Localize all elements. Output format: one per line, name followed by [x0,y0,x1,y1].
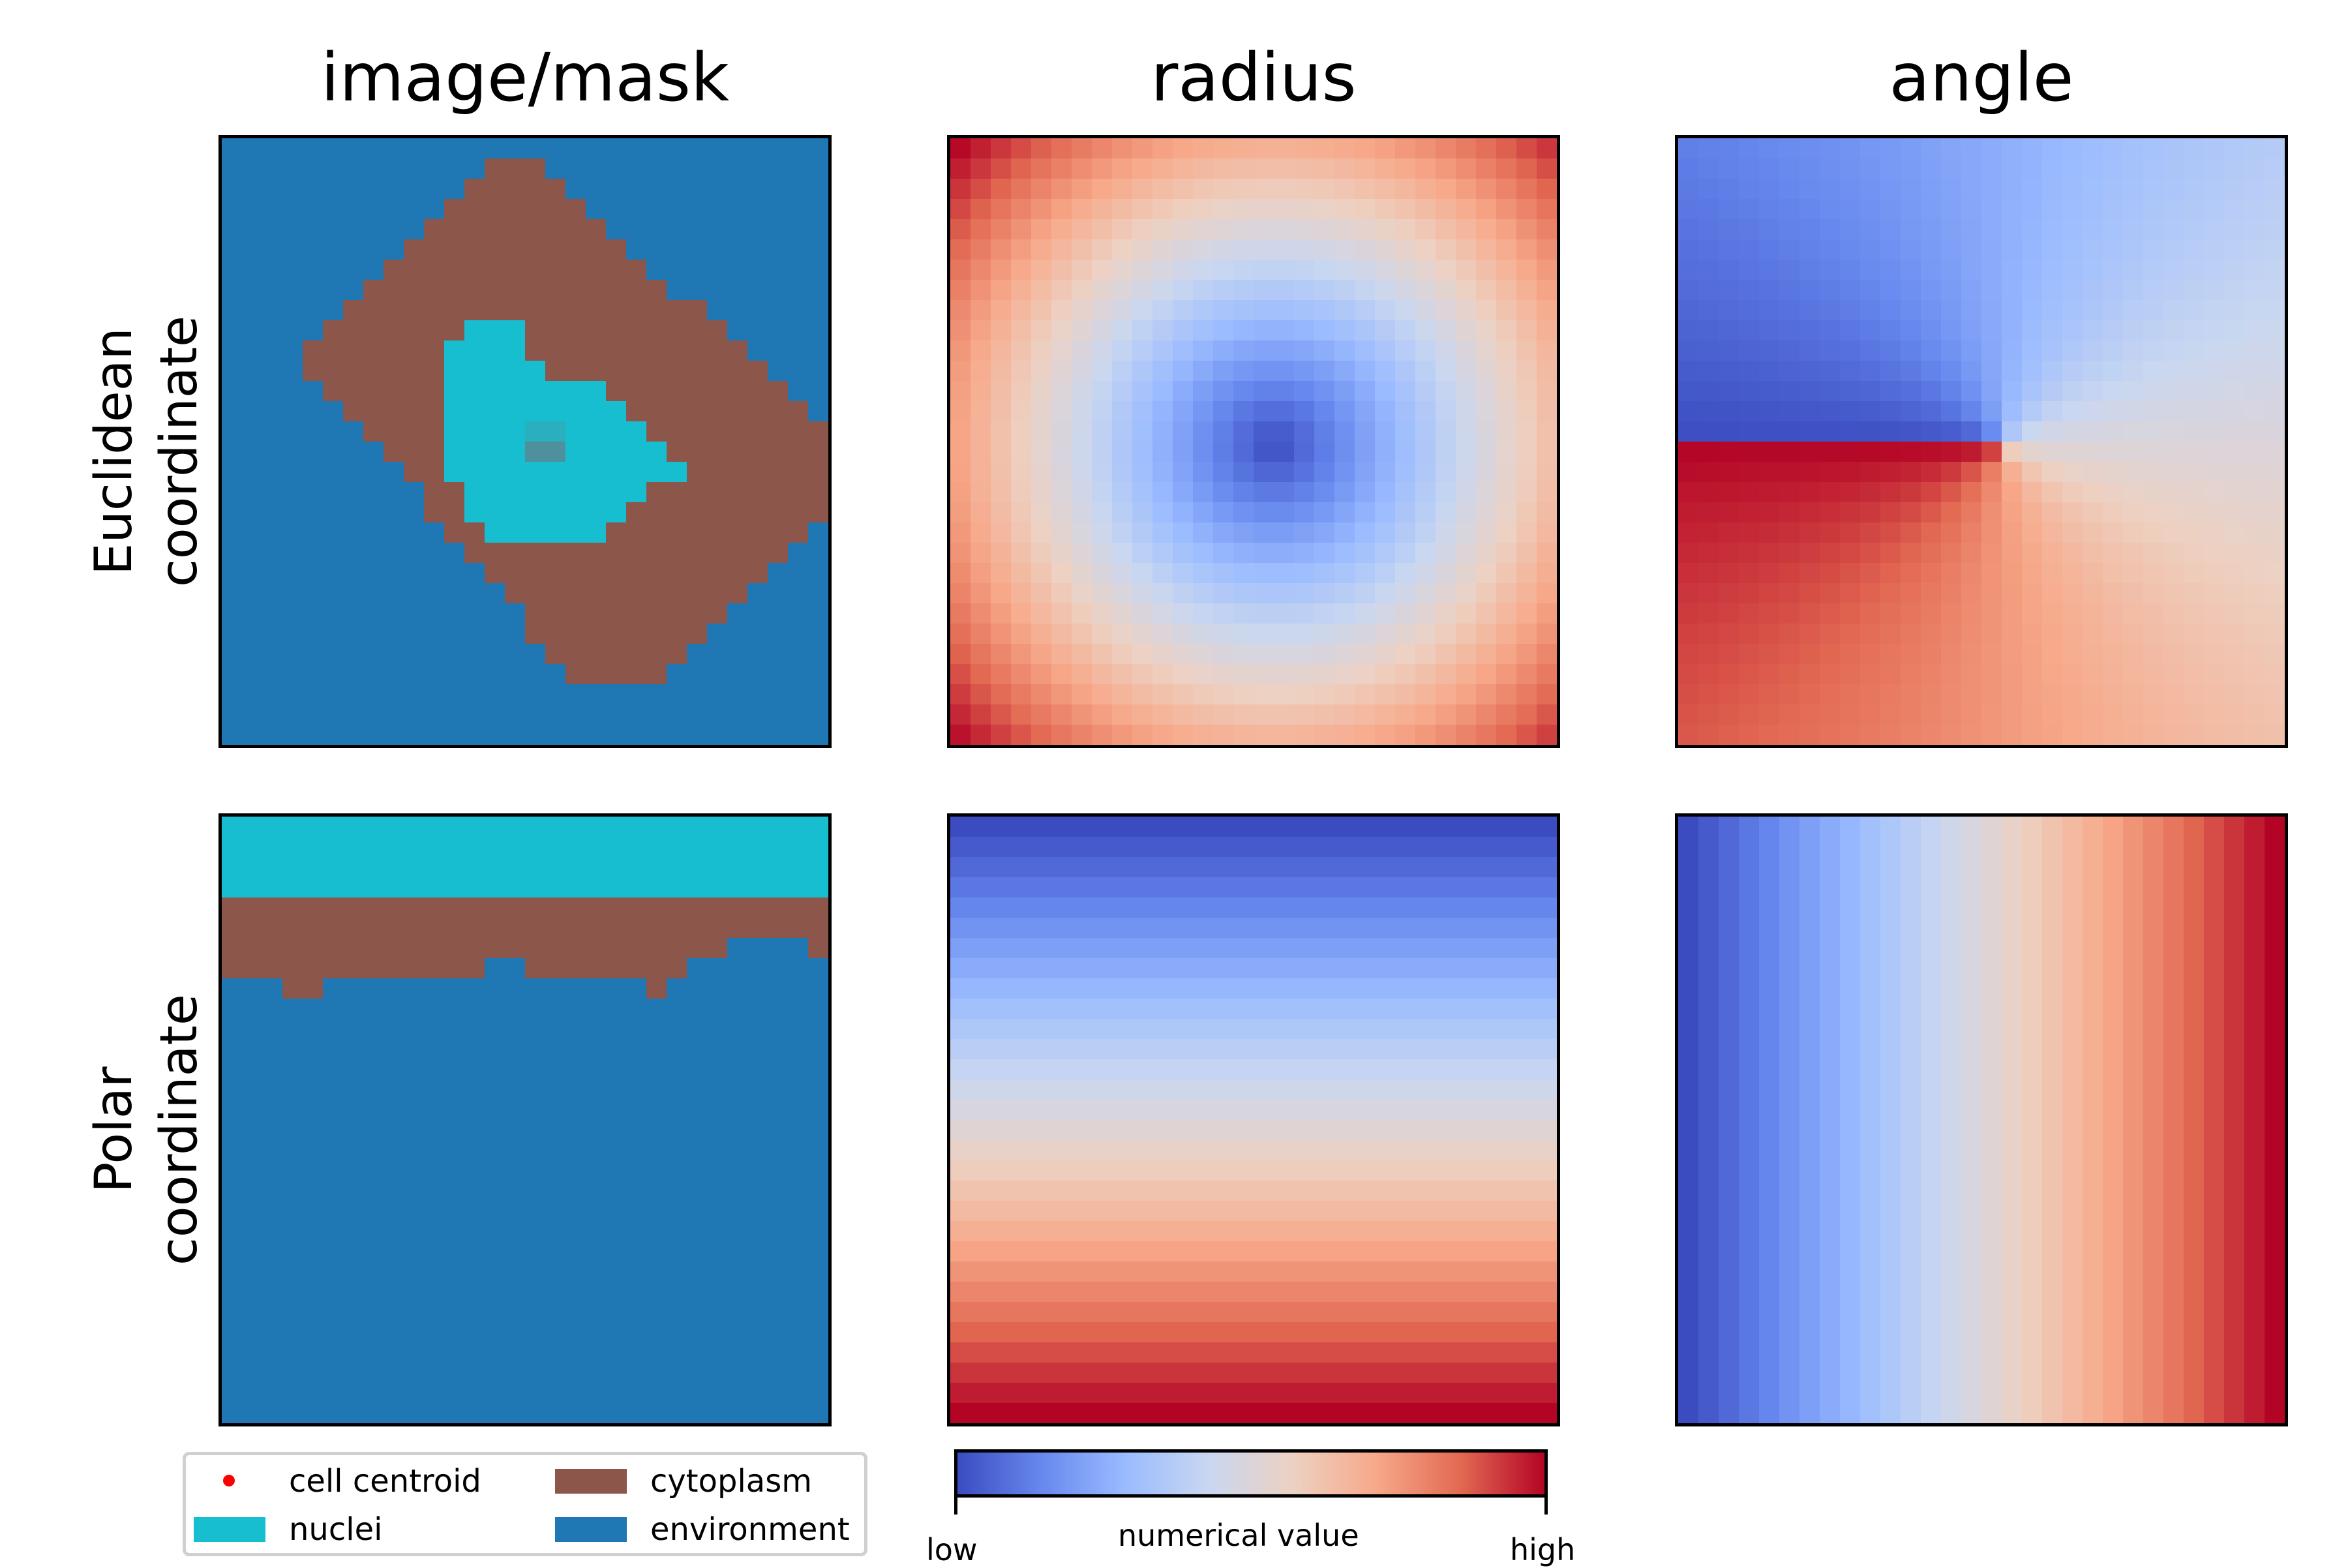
row-label-euclidean-line2: coordinate [150,316,209,588]
polar-angle-panel [1675,813,2288,1426]
euclidean-angle-panel [1675,135,2288,748]
colorbar-tick-low [954,1498,957,1515]
environment-swatch-icon [555,1517,627,1542]
legend: cell centroid nuclei cytoplasm environme… [183,1452,867,1556]
euclidean-radius-panel [947,135,1560,748]
legend-item-nuclei: nuclei [194,1510,382,1549]
legend-label-nuclei: nuclei [289,1511,383,1548]
colorbar-high-label: high [1510,1532,1576,1567]
legend-item-cytoplasm: cytoplasm [555,1462,812,1501]
colorbar-axis-label: numerical value [1118,1518,1359,1553]
row-label-euclidean: Euclidean coordinate [82,256,238,647]
colorbar [954,1449,1548,1498]
legend-label-cytoplasm: cytoplasm [650,1463,812,1500]
column-title-radius: radius [1151,39,1357,117]
row-label-polar-line2: coordinate [150,994,209,1266]
row-label-polar: Polar coordinate [82,934,238,1325]
legend-item-environment: environment [555,1510,850,1549]
row-label-polar-line1: Polar [85,1066,143,1193]
legend-label-centroid: cell centroid [289,1463,481,1500]
cytoplasm-swatch-icon [555,1469,627,1494]
polar-mask-panel [218,813,832,1426]
column-title-image-mask: image/mask [320,39,730,117]
column-title-angle: angle [1889,39,2074,117]
legend-label-environment: environment [650,1511,850,1548]
euclidean-mask-panel [218,135,832,748]
row-label-euclidean-line1: Euclidean [85,327,143,575]
legend-item-centroid: cell centroid [194,1462,481,1501]
colorbar-tick-high [1544,1498,1548,1515]
polar-radius-panel [947,813,1560,1426]
colorbar-low-label: low [926,1532,978,1567]
nuclei-swatch-icon [194,1517,265,1542]
centroid-marker-icon [194,1462,265,1501]
